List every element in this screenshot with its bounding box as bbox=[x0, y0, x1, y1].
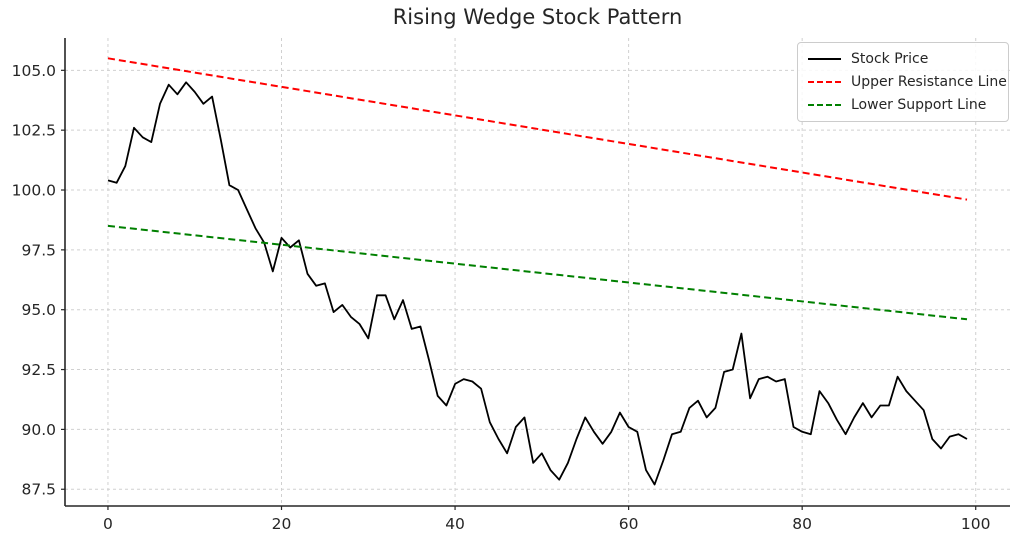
x-tick-label: 20 bbox=[272, 515, 292, 533]
lower-support-line-series bbox=[107, 224, 968, 321]
y-tick-label: 95.0 bbox=[21, 301, 56, 319]
upper-resistance-line-sample bbox=[808, 81, 841, 83]
x-tick-label: 60 bbox=[619, 515, 639, 533]
y-tick-label: 100.0 bbox=[12, 182, 56, 200]
legend-label-stock-price: Stock Price bbox=[851, 51, 929, 67]
legend-item-upper-resistance: Upper Resistance Line bbox=[808, 73, 1007, 91]
y-tick-label: 105.0 bbox=[12, 62, 56, 80]
x-tick-label: 0 bbox=[103, 515, 113, 533]
legend-item-lower-support: Lower Support Line bbox=[808, 96, 998, 114]
legend-label-upper-resistance: Upper Resistance Line bbox=[851, 74, 1007, 90]
y-tick-label: 92.5 bbox=[21, 361, 56, 379]
chart-title: Rising Wedge Stock Pattern bbox=[392, 5, 683, 29]
y-tick-label: 97.5 bbox=[21, 241, 56, 259]
y-tick-label: 102.5 bbox=[12, 122, 56, 140]
stock-price-line-sample bbox=[808, 58, 841, 60]
upper-resistance-line-series bbox=[107, 57, 968, 201]
x-tick-label: 100 bbox=[961, 515, 991, 533]
legend-label-lower-support: Lower Support Line bbox=[851, 97, 987, 113]
x-tick-label: 80 bbox=[792, 515, 812, 533]
y-tick-label: 90.0 bbox=[21, 421, 56, 439]
legend-item-stock-price: Stock Price bbox=[808, 50, 998, 68]
x-tick-label: 40 bbox=[445, 515, 465, 533]
stock-price-series bbox=[107, 81, 968, 486]
y-tick-label: 87.5 bbox=[21, 481, 56, 499]
lower-support-line-sample bbox=[808, 104, 841, 106]
legend-box: Stock Price Upper Resistance Line Lower … bbox=[797, 42, 1009, 122]
